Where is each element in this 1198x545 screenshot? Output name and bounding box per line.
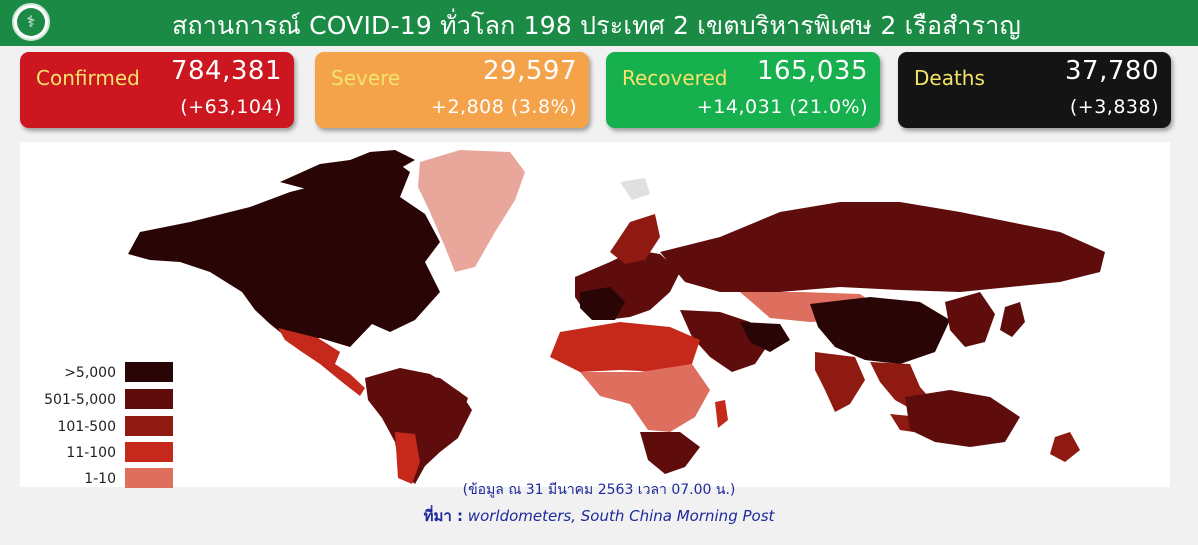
- severe-card: Severe 29,597 +2,808 (3.8%): [315, 52, 589, 128]
- region-new-zealand: [1050, 432, 1080, 462]
- region-china: [810, 297, 950, 364]
- legend-row: 11-100: [36, 442, 176, 466]
- region-russia: [660, 202, 1105, 292]
- region-east-asia: [945, 292, 995, 347]
- world-map-svg: [128, 150, 1105, 484]
- severe-label: Severe: [331, 66, 401, 90]
- legend-swatch: [125, 389, 173, 409]
- source-credit: ที่มา : worldometers, South China Mornin…: [0, 504, 1198, 528]
- source-text: worldometers, South China Morning Post: [467, 507, 775, 525]
- recovered-label: Recovered: [622, 66, 728, 90]
- region-svalbard: [620, 178, 650, 200]
- ministry-logo-icon: ⚕: [12, 3, 50, 41]
- confirmed-card: Confirmed 784,381 (+63,104): [20, 52, 294, 128]
- region-madagascar: [715, 400, 728, 428]
- legend-label: 501-5,000: [44, 392, 116, 408]
- deaths-card: Deaths 37,780 (+3,838): [898, 52, 1171, 128]
- region-argentina: [395, 432, 420, 484]
- region-greenland: [418, 150, 525, 272]
- region-mexico: [278, 328, 365, 396]
- legend-row: 1-10: [36, 468, 176, 492]
- region-australia: [905, 390, 1020, 447]
- region-south-africa: [640, 432, 700, 474]
- legend-swatch: [125, 442, 173, 462]
- legend-label: 101-500: [57, 419, 117, 435]
- deaths-value: 37,780: [1065, 56, 1159, 86]
- region-north-america: [128, 156, 440, 347]
- legend-row: >5,000: [36, 362, 176, 386]
- region-western-europe: [580, 287, 625, 320]
- region-scandinavia: [610, 214, 660, 264]
- legend-swatch: [125, 468, 173, 488]
- severe-value: 29,597: [483, 56, 577, 86]
- severe-change: +2,808 (3.8%): [431, 96, 577, 118]
- legend-label: 1-10: [84, 471, 116, 487]
- recovered-card: Recovered 165,035 +14,031 (21.0%): [606, 52, 880, 128]
- header-bar: ⚕ สถานการณ์ COVID-19 ทั่วโลก 198 ประเทศ …: [0, 0, 1198, 46]
- recovered-value: 165,035: [756, 56, 868, 86]
- deaths-change: (+3,838): [1069, 96, 1159, 118]
- legend-row: 501-5,000: [36, 389, 176, 413]
- confirmed-value: 784,381: [170, 56, 282, 86]
- legend-label: 11-100: [66, 445, 116, 461]
- region-iran: [740, 322, 790, 352]
- data-date-note: (ข้อมูล ณ 31 มีนาคม 2563 เวลา 07.00 น.): [462, 482, 736, 498]
- confirmed-label: Confirmed: [36, 66, 140, 90]
- region-japan: [1000, 302, 1025, 337]
- confirmed-change: (+63,104): [180, 96, 282, 118]
- region-central-africa: [580, 364, 710, 432]
- region-india: [815, 352, 865, 412]
- region-canada-islands: [280, 150, 415, 190]
- deaths-label: Deaths: [914, 66, 985, 90]
- region-brazil: [405, 374, 468, 438]
- region-north-africa: [550, 322, 700, 372]
- legend-row: 101-500: [36, 416, 176, 440]
- page-title: สถานการณ์ COVID-19 ทั่วโลก 198 ประเทศ 2 …: [172, 11, 1022, 40]
- legend-swatch: [125, 362, 173, 382]
- source-label: ที่มา :: [423, 507, 464, 525]
- legend-label: >5,000: [64, 365, 116, 381]
- stat-cards: Confirmed 784,381 (+63,104) Severe 29,59…: [0, 52, 1198, 132]
- recovered-change: +14,031 (21.0%): [696, 96, 868, 118]
- legend-swatch: [125, 416, 173, 436]
- world-map: [20, 142, 1170, 487]
